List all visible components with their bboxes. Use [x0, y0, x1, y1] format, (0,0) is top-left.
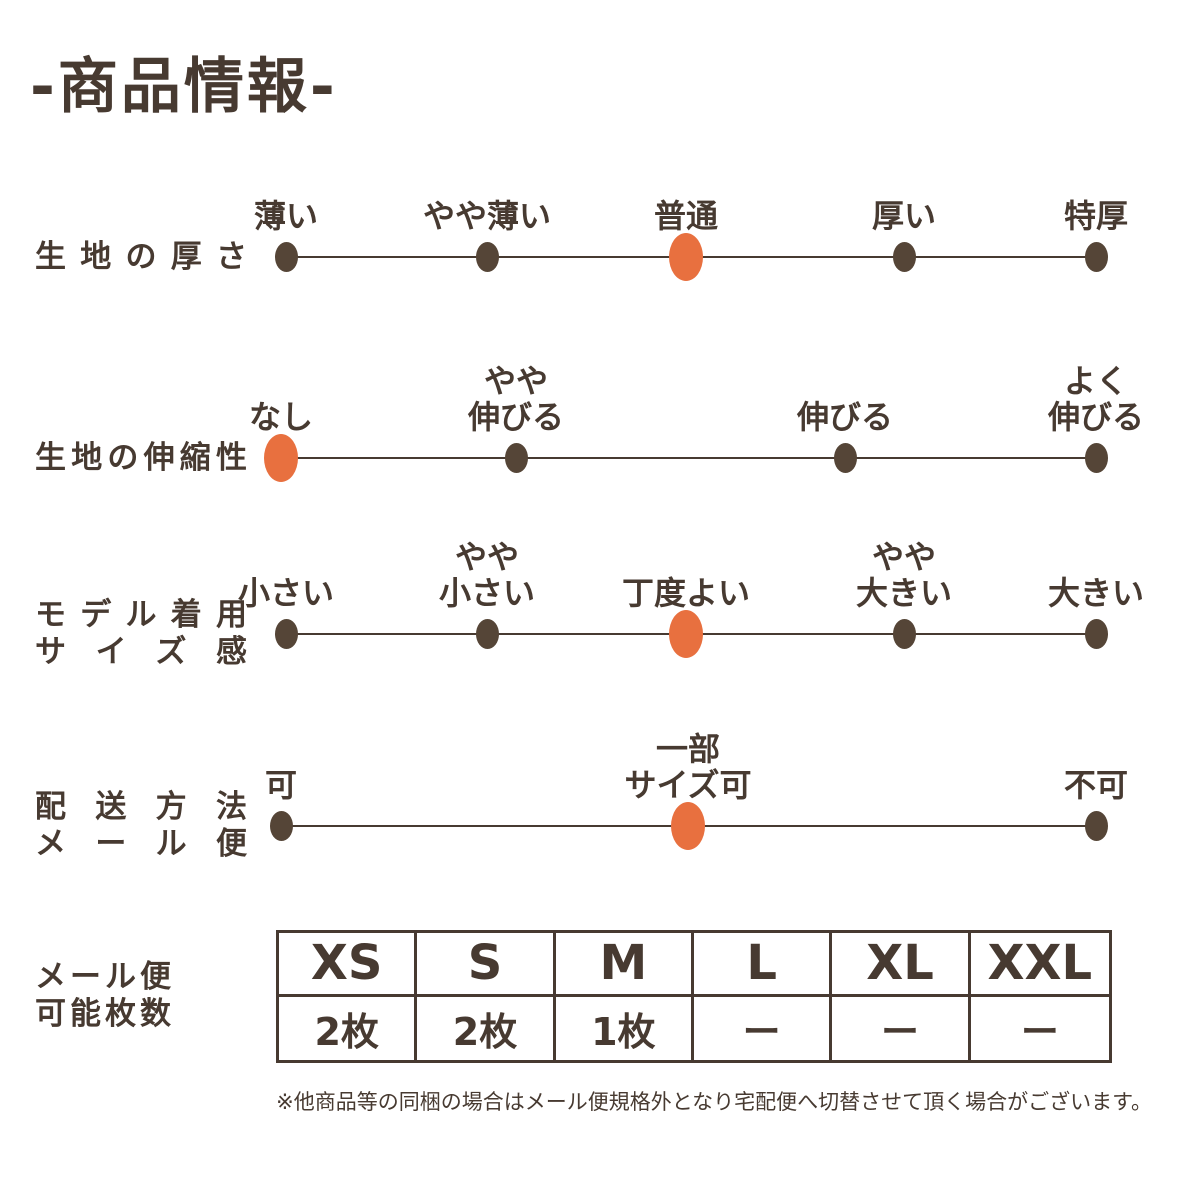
scale-option-dot-selected [671, 802, 705, 850]
scale-option-label-line: やや薄い [422, 197, 551, 235]
capacity-value-cell: ー [1020, 1009, 1059, 1054]
scale-option-label: やや 伸びる [396, 363, 636, 435]
scale-option-dot [1084, 242, 1108, 272]
scale-row-label-line: 生地の伸縮性 [35, 439, 247, 476]
scale-row-label: モデル着用 サイズ感 [35, 597, 247, 671]
scale-row-label-line: メール便 [35, 826, 247, 862]
scale-option-label: 普通 [566, 198, 806, 234]
capacity-value-cell: 1枚 [556, 996, 694, 1060]
scale-option-label: やや 小さい [367, 539, 607, 611]
scale-row-label: 配送方法 メール便 [35, 789, 247, 863]
scale-option-dot [892, 619, 916, 649]
size-header-cell: L [693, 933, 833, 997]
scale-option-dot [1084, 443, 1108, 473]
scale-option-label-line: 可 [264, 766, 297, 804]
scale-option-label: やや 大きい [784, 539, 1024, 611]
scale-option-dot [1084, 619, 1108, 649]
scale-option-label-line: 薄い [253, 197, 318, 235]
scale-option-label: 可 [161, 767, 401, 803]
scale-option-dot-selected [669, 233, 703, 281]
scale-option-label-line: 特厚 [1063, 197, 1128, 235]
scale-option-label-line: 伸びる [1047, 398, 1144, 436]
scale-option-label: 不可 [976, 767, 1200, 803]
scale-option-dot [274, 242, 298, 272]
size-header-cell: M [555, 933, 694, 997]
page-title: -商品情報- [30, 52, 338, 122]
footnote: ※他商品等の同梱の場合はメール便規格外となり宅配便へ切替させて頂く場合がございま… [276, 1090, 1152, 1114]
scale-option-label-line: 伸びる [796, 398, 893, 436]
scale-option-dot [475, 242, 499, 272]
capacity-value-cell: 2枚 [279, 996, 418, 1060]
scale-row-label: 生地の伸縮性 [35, 440, 247, 477]
scale-option-dot [269, 811, 293, 841]
mail-capacity-label-line: メール便 [35, 959, 175, 995]
scale-option-label-line: よく [1063, 362, 1128, 400]
scale-option-label: なし [161, 399, 401, 435]
scale-option-label-line: やや [871, 538, 936, 576]
scale-option-label-line: 丁度よい [621, 574, 750, 612]
scale-option-label: よく 伸びる [976, 363, 1200, 435]
scale-option-label: 小さい [166, 575, 406, 611]
scale-option-label: 伸びる [725, 399, 965, 435]
scale-option-label-line: 小さい [438, 574, 535, 612]
scale-row-label-line: 生地の厚さ [35, 238, 247, 275]
scale-option-label-line: 一部 [655, 730, 720, 768]
size-header-cell: XL [832, 933, 971, 997]
scale-option-label: やや薄い [367, 198, 607, 234]
scale-option-dot [274, 619, 298, 649]
scale-option-label-line: 厚い [871, 197, 936, 235]
scale-option-label-line: 大きい [855, 574, 952, 612]
size-header-cell: S [417, 933, 556, 997]
scale-row-label: 生地の厚さ [35, 239, 247, 276]
scale-option-label: 大きい [976, 575, 1200, 611]
scale-option-label-line: なし [248, 398, 313, 436]
scale-option-label-line: やや [454, 538, 519, 576]
scale-option-label-line: 不可 [1063, 766, 1128, 804]
scale-option-label-line: やや [483, 362, 548, 400]
scale-option-dot-selected [669, 610, 703, 658]
scale-option-label: 厚い [784, 198, 1024, 234]
capacity-value-cell: 2枚 [417, 996, 556, 1060]
scale-option-dot [833, 443, 857, 473]
scale-option-label: 丁度よい [566, 575, 806, 611]
scale-option-dot-selected [264, 434, 298, 482]
scale-option-label-line: サイズ可 [624, 766, 752, 804]
mail-capacity-label: メール便 可能枚数 [35, 959, 175, 1033]
scale-option-label: 特厚 [976, 198, 1200, 234]
scale-option-label: 一部 サイズ可 [568, 731, 808, 803]
scale-option-label: 薄い [166, 198, 406, 234]
mail-capacity-table: XS S M L XL XXL 2枚 2枚 1枚ーーー [276, 930, 1112, 1063]
scale-option-label-line: 大きい [1047, 574, 1144, 612]
scale-option-dot [504, 443, 528, 473]
mail-capacity-label-line: 可能枚数 [35, 996, 175, 1032]
scale-option-label-line: 普通 [653, 197, 718, 235]
scale-line [281, 457, 1096, 459]
scale-option-dot [1084, 811, 1108, 841]
capacity-value-cell: ー [832, 996, 971, 1060]
scale-row-label-line: モデル着用 [35, 597, 247, 633]
scale-option-label-line: 伸びる [467, 398, 564, 436]
size-header-cell: XS [279, 933, 418, 997]
scale-option-dot [892, 242, 916, 272]
size-header-cell: XXL [970, 933, 1109, 997]
scale-row-label-line: サイズ感 [35, 634, 247, 670]
capacity-value-cell: ー [694, 996, 833, 1060]
scale-option-dot [475, 619, 499, 649]
scale-row-label-line: 配送方法 [35, 789, 247, 825]
scale-option-label-line: 小さい [237, 574, 334, 612]
